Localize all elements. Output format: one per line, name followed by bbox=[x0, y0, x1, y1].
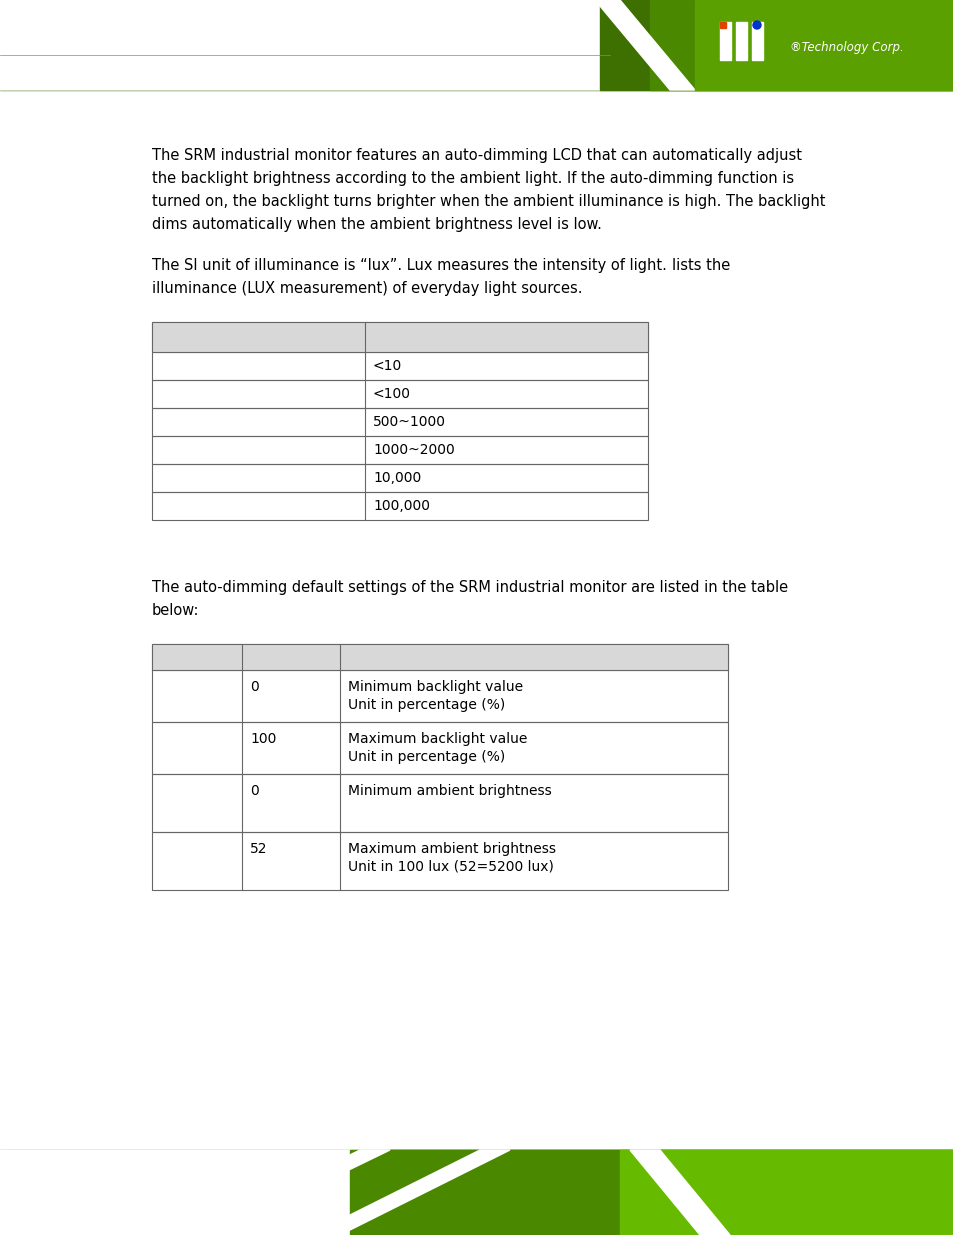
Bar bbox=[152, 774, 727, 832]
Polygon shape bbox=[310, 1150, 510, 1235]
Text: Maximum ambient brightness: Maximum ambient brightness bbox=[348, 842, 556, 856]
Bar bbox=[350, 1150, 953, 1235]
Text: 1000~2000: 1000~2000 bbox=[373, 443, 455, 457]
Polygon shape bbox=[0, 0, 649, 90]
Text: below:: below: bbox=[152, 603, 199, 618]
Bar bbox=[599, 0, 953, 90]
Bar bbox=[720, 22, 730, 61]
Text: The SRM industrial monitor features an auto-dimming LCD that can automatically a: The SRM industrial monitor features an a… bbox=[152, 148, 801, 163]
Polygon shape bbox=[185, 1150, 390, 1235]
Bar bbox=[152, 408, 647, 436]
Bar bbox=[152, 671, 727, 722]
Text: 100: 100 bbox=[250, 732, 276, 746]
Text: <10: <10 bbox=[373, 359, 402, 373]
Bar bbox=[152, 352, 647, 380]
Text: Unit in percentage (%): Unit in percentage (%) bbox=[348, 750, 505, 764]
Polygon shape bbox=[0, 1150, 390, 1235]
Text: 0: 0 bbox=[250, 784, 258, 798]
Bar bbox=[0, 0, 953, 40]
Text: turned on, the backlight turns brighter when the ambient illuminance is high. Th: turned on, the backlight turns brighter … bbox=[152, 194, 824, 209]
Bar bbox=[718, 15, 778, 70]
Ellipse shape bbox=[752, 21, 760, 28]
Bar bbox=[0, 0, 953, 56]
Bar bbox=[0, 0, 953, 90]
Polygon shape bbox=[629, 1150, 729, 1235]
Bar bbox=[735, 22, 746, 61]
Bar bbox=[152, 492, 647, 520]
Text: Unit in 100 lux (52=5200 lux): Unit in 100 lux (52=5200 lux) bbox=[348, 860, 554, 874]
Bar bbox=[720, 22, 725, 28]
Bar bbox=[152, 322, 647, 352]
Bar bbox=[152, 643, 727, 671]
Text: <100: <100 bbox=[373, 387, 411, 401]
Bar bbox=[152, 436, 647, 464]
Bar bbox=[152, 380, 647, 408]
Bar bbox=[152, 832, 727, 890]
Bar bbox=[0, 1150, 953, 1235]
Text: the backlight brightness according to the ambient light. If the auto-dimming fun: the backlight brightness according to th… bbox=[152, 170, 793, 186]
Text: 500~1000: 500~1000 bbox=[373, 415, 446, 429]
Text: Minimum backlight value: Minimum backlight value bbox=[348, 680, 522, 694]
Text: 0: 0 bbox=[250, 680, 258, 694]
Bar bbox=[152, 464, 647, 492]
Text: 10,000: 10,000 bbox=[373, 471, 421, 485]
Bar bbox=[152, 436, 647, 464]
Bar bbox=[152, 464, 647, 492]
Bar bbox=[152, 380, 647, 408]
Text: The auto-dimming default settings of the SRM industrial monitor are listed in th: The auto-dimming default settings of the… bbox=[152, 580, 787, 595]
Text: lists the: lists the bbox=[671, 258, 729, 273]
Bar bbox=[152, 832, 727, 890]
Bar bbox=[152, 722, 727, 774]
Bar bbox=[152, 322, 647, 352]
Bar bbox=[152, 722, 727, 774]
Bar bbox=[619, 1150, 953, 1235]
Text: illuminance (LUX measurement) of everyday light sources.: illuminance (LUX measurement) of everyda… bbox=[152, 282, 582, 296]
Bar bbox=[0, 1150, 953, 1235]
Text: ®Technology Corp.: ®Technology Corp. bbox=[789, 42, 902, 54]
Bar bbox=[152, 492, 647, 520]
Polygon shape bbox=[595, 0, 695, 90]
Bar bbox=[152, 352, 647, 380]
Text: Maximum backlight value: Maximum backlight value bbox=[348, 732, 527, 746]
Text: The SI unit of illuminance is “lux”. Lux measures the intensity of light.: The SI unit of illuminance is “lux”. Lux… bbox=[152, 258, 666, 273]
Bar bbox=[152, 643, 727, 671]
Text: dims automatically when the ambient brightness level is low.: dims automatically when the ambient brig… bbox=[152, 217, 601, 232]
Text: 100,000: 100,000 bbox=[373, 499, 430, 513]
Text: 52: 52 bbox=[250, 842, 267, 856]
Bar bbox=[751, 22, 762, 61]
Text: Unit in percentage (%): Unit in percentage (%) bbox=[348, 698, 505, 713]
Text: Minimum ambient brightness: Minimum ambient brightness bbox=[348, 784, 551, 798]
Bar bbox=[695, 0, 953, 90]
Bar bbox=[152, 408, 647, 436]
Bar bbox=[649, 0, 953, 90]
Bar bbox=[152, 671, 727, 722]
Bar bbox=[152, 774, 727, 832]
